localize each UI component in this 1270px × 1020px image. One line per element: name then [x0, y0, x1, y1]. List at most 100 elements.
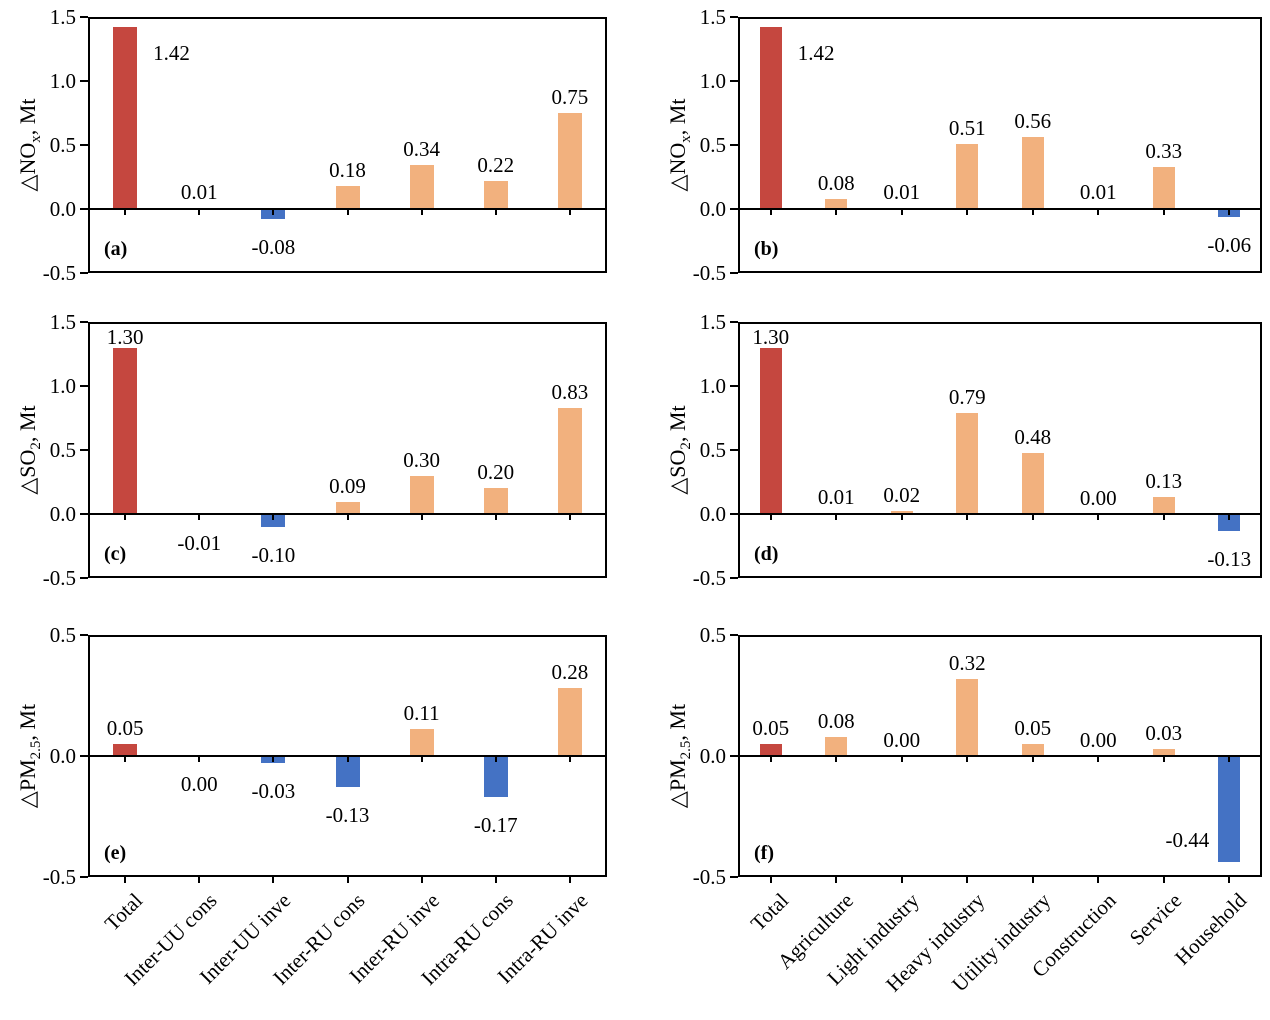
- x-tick-mark: [900, 756, 903, 762]
- bar-value-label: 0.00: [1079, 728, 1117, 752]
- y-tick-label: 1.5: [49, 5, 76, 29]
- y-tick-label: -0.5: [42, 261, 76, 285]
- x-tick-mark: [769, 756, 772, 762]
- y-tick-mark: [80, 513, 88, 515]
- y-tick-mark: [80, 16, 88, 18]
- bar-value-label: 0.05: [106, 715, 144, 740]
- bar-household: [1218, 514, 1241, 531]
- y-tick-label: 0.5: [49, 623, 76, 647]
- x-tick-mark: [1228, 877, 1231, 883]
- bar-value-label: -0.17: [473, 813, 518, 838]
- x-tick-mark: [1162, 877, 1165, 883]
- y-tick-mark: [80, 321, 88, 323]
- y-tick-mark: [80, 80, 88, 82]
- x-tick-mark: [1162, 209, 1165, 215]
- y-tick-label: 0.5: [699, 133, 726, 157]
- y-axis-title-suffix: , Mt: [14, 98, 40, 136]
- y-tick-label: 0.5: [699, 623, 726, 647]
- bar-heavy-industry: [956, 412, 979, 514]
- x-tick-mark: [835, 209, 838, 215]
- x-tick-mark: [420, 756, 423, 762]
- bar-value-label: 1.42: [797, 41, 835, 66]
- x-tick-mark: [568, 209, 571, 215]
- x-tick-mark: [568, 756, 571, 762]
- bar-value-label: -0.03: [251, 779, 296, 804]
- bar-inter-uu-inve: [261, 514, 286, 527]
- y-tick-mark: [80, 272, 88, 274]
- y-tick-mark: [80, 208, 88, 210]
- bar-value-label: 0.11: [403, 701, 440, 726]
- bar-value-label: 0.08: [817, 170, 855, 195]
- panel-label: (c): [104, 543, 127, 565]
- y-tick-label: 1.0: [49, 69, 76, 93]
- bar-value-label: 0.09: [329, 474, 366, 499]
- y-axis-title-subscript: 2: [678, 442, 695, 450]
- bar-value-label: -0.08: [251, 235, 296, 260]
- bar-intra-ru-inve: [557, 407, 582, 514]
- bar-intra-ru-inve: [557, 113, 582, 209]
- x-tick-mark: [198, 209, 201, 215]
- x-tick-mark: [420, 877, 423, 883]
- y-axis-title-prefix: △NO: [14, 142, 40, 192]
- bar-value-label: 0.01: [1079, 179, 1117, 204]
- bar-value-label: 0.75: [551, 85, 589, 109]
- y-tick-label: 1.0: [49, 374, 76, 398]
- x-tick-mark: [346, 514, 349, 520]
- x-tick-mark: [124, 209, 127, 215]
- x-tick-mark: [966, 756, 969, 762]
- bar-service: [1152, 166, 1175, 209]
- y-axis-title-suffix: , Mt: [14, 703, 40, 741]
- y-axis-title: △PM2.5, Mt: [665, 704, 695, 808]
- bar-inter-ru-inve: [409, 165, 434, 209]
- y-tick-mark: [80, 876, 88, 878]
- x-tick-mark: [124, 756, 127, 762]
- y-tick-mark: [730, 385, 738, 387]
- bar-value-label: -0.10: [251, 542, 296, 567]
- panel-b-plot-area: [738, 17, 1262, 273]
- bar-value-label: 0.02: [883, 483, 921, 508]
- x-tick-mark: [1097, 514, 1100, 520]
- y-tick-label: -0.5: [692, 865, 726, 889]
- bar-value-label: 0.51: [948, 115, 986, 140]
- x-tick-mark: [1097, 209, 1100, 215]
- bar-utility-industry: [1021, 743, 1044, 756]
- x-category-label: Total: [745, 888, 794, 936]
- bar-value-label: -0.13: [1207, 546, 1252, 571]
- x-category-label: Total: [100, 888, 148, 936]
- bar-value-label: 1.42: [153, 41, 190, 66]
- panel-d-plot-area: [738, 322, 1262, 578]
- x-tick-mark: [1097, 756, 1100, 762]
- y-tick-mark: [730, 513, 738, 515]
- bar-value-label: -0.01: [177, 531, 222, 556]
- x-tick-mark: [835, 514, 838, 520]
- bar-intra-ru-cons: [483, 488, 508, 514]
- x-tick-mark: [198, 514, 201, 520]
- x-tick-mark: [198, 756, 201, 762]
- y-axis-title-suffix: , Mt: [664, 405, 690, 443]
- x-tick-mark: [966, 514, 969, 520]
- x-tick-mark: [494, 756, 497, 762]
- bar-service: [1152, 497, 1175, 514]
- y-tick-label: 0.0: [49, 197, 76, 221]
- x-tick-mark: [966, 209, 969, 215]
- x-tick-mark: [1031, 209, 1034, 215]
- bar-total: [113, 27, 138, 209]
- x-tick-mark: [568, 877, 571, 883]
- bar-value-label: 0.32: [948, 650, 986, 675]
- x-tick-mark: [900, 209, 903, 215]
- x-tick-mark: [272, 877, 275, 883]
- y-axis-title-subscript: x: [28, 135, 45, 143]
- y-axis-title: △NOx, Mt: [665, 99, 695, 192]
- x-tick-mark: [568, 514, 571, 520]
- x-category-label: Service: [1124, 888, 1187, 950]
- panel-c-plot-area: [88, 322, 607, 578]
- bar-household: [1218, 756, 1241, 863]
- bar-value-label: -0.06: [1207, 232, 1252, 257]
- y-tick-label: 0.0: [699, 197, 726, 221]
- x-tick-mark: [835, 756, 838, 762]
- bar-value-label: 0.34: [403, 137, 441, 162]
- bar-value-label: 0.05: [1014, 715, 1052, 740]
- y-tick-label: 0.5: [699, 438, 726, 462]
- bar-heavy-industry: [956, 143, 979, 209]
- bar-intra-ru-cons: [483, 756, 508, 798]
